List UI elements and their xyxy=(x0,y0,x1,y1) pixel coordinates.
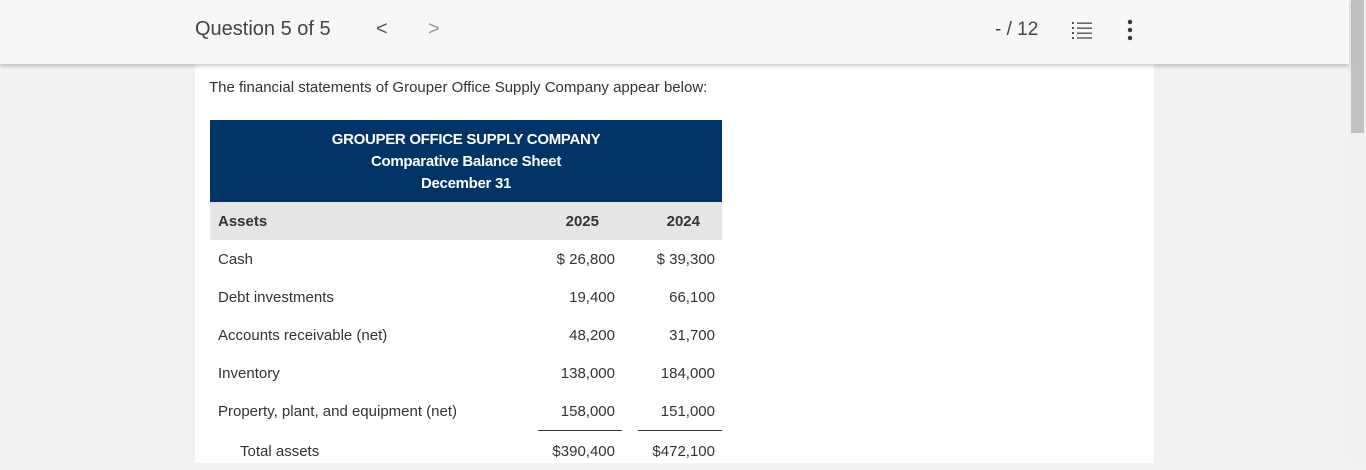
scrollbar[interactable] xyxy=(1349,0,1366,463)
table-row: Debt investments 19,400 66,100 xyxy=(210,278,722,316)
table-row: Accounts receivable (net) 48,200 31,700 xyxy=(210,316,722,354)
row-label: Debt investments xyxy=(218,289,334,306)
row-value-2024: $ 39,300 xyxy=(656,251,715,268)
more-vertical-icon[interactable] xyxy=(1122,19,1138,41)
row-value-2025: 158,000 xyxy=(560,403,615,420)
top-bar: Question 5 of 5 < > - / 12 xyxy=(0,0,1349,64)
row-value-2025: 48,200 xyxy=(569,327,615,344)
statement-header: GROUPER OFFICE SUPPLY COMPANY Comparativ… xyxy=(210,120,722,202)
list-icon[interactable] xyxy=(1072,21,1092,39)
total-value-2025: $390,400 xyxy=(552,443,615,460)
row-value-2025: $ 26,800 xyxy=(556,251,615,268)
table-row: Property, plant, and equipment (net) 158… xyxy=(210,392,722,430)
row-label: Inventory xyxy=(218,365,280,382)
score-display: - / 12 xyxy=(995,19,1039,40)
chevron-right-icon[interactable]: > xyxy=(428,18,440,40)
subtotal-rule-2025 xyxy=(538,430,622,431)
table-row: Inventory 138,000 184,000 xyxy=(210,354,722,392)
row-value-2024: 31,700 xyxy=(669,327,715,344)
company-name: GROUPER OFFICE SUPPLY COMPANY xyxy=(331,131,601,148)
statement-title: Comparative Balance Sheet xyxy=(370,153,562,170)
total-label: Total assets xyxy=(240,443,320,460)
row-value-2024: 66,100 xyxy=(669,289,715,306)
subtotal-rule-2024 xyxy=(638,430,722,431)
intro-text: The financial statements of Grouper Offi… xyxy=(209,79,708,96)
statement-date: December 31 xyxy=(420,175,512,192)
row-value-2025: 138,000 xyxy=(560,365,615,382)
row-value-2024: 184,000 xyxy=(660,365,715,382)
column-header-2025: 2025 xyxy=(565,213,599,230)
row-value-2024: 151,000 xyxy=(660,403,715,420)
row-value-2025: 19,400 xyxy=(569,289,615,306)
row-label: Property, plant, and equipment (net) xyxy=(218,403,458,420)
total-value-2024: $472,100 xyxy=(652,443,715,460)
table-row-total: Total assets $390,400 $472,100 xyxy=(210,432,722,470)
row-label: Accounts receivable (net) xyxy=(218,327,388,344)
question-content: The financial statements of Grouper Offi… xyxy=(195,64,1154,463)
column-header-assets: Assets xyxy=(218,213,268,230)
column-header-2024: 2024 xyxy=(666,213,700,230)
scrollbar-thumb[interactable] xyxy=(1351,0,1364,133)
question-counter: Question 5 of 5 xyxy=(195,18,331,40)
column-header-row: Assets 2025 2024 xyxy=(210,202,722,240)
row-label: Cash xyxy=(218,251,254,268)
table-row: Cash $ 26,800 $ 39,300 xyxy=(210,240,722,278)
chevron-left-icon[interactable]: < xyxy=(376,18,388,40)
